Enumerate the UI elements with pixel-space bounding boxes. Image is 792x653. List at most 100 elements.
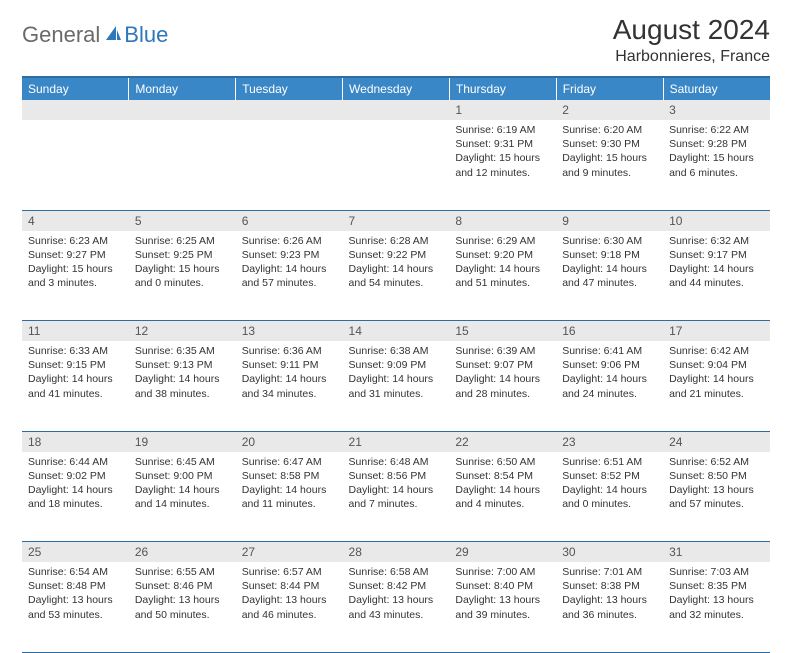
weekday-header: Friday [556,78,663,100]
day-number-row: 18192021222324 [22,431,770,452]
sunset-line: Sunset: 8:42 PM [349,579,444,593]
sunrise-line: Sunrise: 6:55 AM [135,565,230,579]
week-row: Sunrise: 6:54 AMSunset: 8:48 PMDaylight:… [22,562,770,652]
day-content: Sunrise: 6:20 AMSunset: 9:30 PMDaylight:… [556,120,663,186]
sunrise-line: Sunrise: 6:33 AM [28,344,123,358]
day-content: Sunrise: 6:19 AMSunset: 9:31 PMDaylight:… [449,120,556,186]
sunrise-line: Sunrise: 6:30 AM [562,234,657,248]
day-cell: Sunrise: 6:29 AMSunset: 9:20 PMDaylight:… [449,231,556,321]
day-cell: Sunrise: 6:44 AMSunset: 9:02 PMDaylight:… [22,452,129,542]
day-number-cell: 22 [449,431,556,452]
weekday-header: Wednesday [343,78,450,100]
day-cell: Sunrise: 6:50 AMSunset: 8:54 PMDaylight:… [449,452,556,542]
calendar-body: 123Sunrise: 6:19 AMSunset: 9:31 PMDaylig… [22,100,770,652]
day-content: Sunrise: 6:48 AMSunset: 8:56 PMDaylight:… [343,452,450,518]
weekday-header-row: SundayMondayTuesdayWednesdayThursdayFrid… [22,78,770,100]
daylight-line: Daylight: 14 hours and 54 minutes. [349,262,444,290]
daylight-line: Daylight: 14 hours and 18 minutes. [28,483,123,511]
daylight-line: Daylight: 14 hours and 24 minutes. [562,372,657,400]
sunset-line: Sunset: 9:30 PM [562,137,657,151]
day-content: Sunrise: 6:25 AMSunset: 9:25 PMDaylight:… [129,231,236,297]
sunset-line: Sunset: 8:38 PM [562,579,657,593]
day-number-cell: 12 [129,321,236,342]
day-number-row: 45678910 [22,210,770,231]
day-content: Sunrise: 6:55 AMSunset: 8:46 PMDaylight:… [129,562,236,628]
day-number-cell: 13 [236,321,343,342]
daylight-line: Daylight: 14 hours and 7 minutes. [349,483,444,511]
day-content: Sunrise: 6:26 AMSunset: 9:23 PMDaylight:… [236,231,343,297]
location-label: Harbonnieres, France [613,48,770,66]
sunset-line: Sunset: 8:52 PM [562,469,657,483]
sunset-line: Sunset: 8:58 PM [242,469,337,483]
daylight-line: Daylight: 13 hours and 53 minutes. [28,593,123,621]
day-cell: Sunrise: 6:54 AMSunset: 8:48 PMDaylight:… [22,562,129,652]
sunset-line: Sunset: 9:20 PM [455,248,550,262]
sunrise-line: Sunrise: 6:26 AM [242,234,337,248]
sunset-line: Sunset: 8:44 PM [242,579,337,593]
sunrise-line: Sunrise: 7:00 AM [455,565,550,579]
day-cell: Sunrise: 6:26 AMSunset: 9:23 PMDaylight:… [236,231,343,321]
daylight-line: Daylight: 15 hours and 3 minutes. [28,262,123,290]
day-content: Sunrise: 6:38 AMSunset: 9:09 PMDaylight:… [343,341,450,407]
day-content: Sunrise: 6:30 AMSunset: 9:18 PMDaylight:… [556,231,663,297]
daylight-line: Daylight: 15 hours and 0 minutes. [135,262,230,290]
sunset-line: Sunset: 9:28 PM [669,137,764,151]
sunrise-line: Sunrise: 6:22 AM [669,123,764,137]
day-content: Sunrise: 6:58 AMSunset: 8:42 PMDaylight:… [343,562,450,628]
day-number-cell: 9 [556,210,663,231]
day-cell [129,120,236,210]
daylight-line: Daylight: 14 hours and 11 minutes. [242,483,337,511]
daylight-line: Daylight: 13 hours and 43 minutes. [349,593,444,621]
sunrise-line: Sunrise: 6:52 AM [669,455,764,469]
day-number-cell: 21 [343,431,450,452]
sunset-line: Sunset: 9:02 PM [28,469,123,483]
daylight-line: Daylight: 15 hours and 6 minutes. [669,151,764,179]
week-row: Sunrise: 6:19 AMSunset: 9:31 PMDaylight:… [22,120,770,210]
day-number-cell: 24 [663,431,770,452]
day-number-cell: 6 [236,210,343,231]
sunset-line: Sunset: 9:23 PM [242,248,337,262]
sunrise-line: Sunrise: 6:39 AM [455,344,550,358]
sunrise-line: Sunrise: 6:48 AM [349,455,444,469]
daylight-line: Daylight: 13 hours and 36 minutes. [562,593,657,621]
day-content: Sunrise: 6:44 AMSunset: 9:02 PMDaylight:… [22,452,129,518]
sunrise-line: Sunrise: 6:36 AM [242,344,337,358]
daylight-line: Daylight: 13 hours and 46 minutes. [242,593,337,621]
day-number-cell: 11 [22,321,129,342]
sunset-line: Sunset: 9:18 PM [562,248,657,262]
day-content: Sunrise: 6:41 AMSunset: 9:06 PMDaylight:… [556,341,663,407]
sunrise-line: Sunrise: 7:01 AM [562,565,657,579]
daylight-line: Daylight: 14 hours and 38 minutes. [135,372,230,400]
day-number-row: 25262728293031 [22,542,770,563]
day-cell: Sunrise: 6:28 AMSunset: 9:22 PMDaylight:… [343,231,450,321]
sunset-line: Sunset: 8:56 PM [349,469,444,483]
day-number-cell: 25 [22,542,129,563]
day-content: Sunrise: 6:22 AMSunset: 9:28 PMDaylight:… [663,120,770,186]
day-number-cell: 26 [129,542,236,563]
sunset-line: Sunset: 9:15 PM [28,358,123,372]
day-content: Sunrise: 6:52 AMSunset: 8:50 PMDaylight:… [663,452,770,518]
sunrise-line: Sunrise: 6:20 AM [562,123,657,137]
day-number-cell [129,100,236,120]
day-number-cell: 29 [449,542,556,563]
day-content: Sunrise: 6:57 AMSunset: 8:44 PMDaylight:… [236,562,343,628]
sunset-line: Sunset: 8:48 PM [28,579,123,593]
day-cell: Sunrise: 6:32 AMSunset: 9:17 PMDaylight:… [663,231,770,321]
day-cell [343,120,450,210]
sunrise-line: Sunrise: 6:58 AM [349,565,444,579]
sunrise-line: Sunrise: 6:28 AM [349,234,444,248]
day-number-cell [236,100,343,120]
day-cell: Sunrise: 6:42 AMSunset: 9:04 PMDaylight:… [663,341,770,431]
daylight-line: Daylight: 14 hours and 21 minutes. [669,372,764,400]
day-number-cell: 8 [449,210,556,231]
sunset-line: Sunset: 9:09 PM [349,358,444,372]
sunrise-line: Sunrise: 6:38 AM [349,344,444,358]
logo-text-general: General [22,22,100,48]
logo: General Blue [22,14,168,48]
week-row: Sunrise: 6:33 AMSunset: 9:15 PM Daylight:… [22,341,770,431]
sunrise-line: Sunrise: 6:35 AM [135,344,230,358]
day-cell: Sunrise: 6:20 AMSunset: 9:30 PMDaylight:… [556,120,663,210]
sunrise-line: Sunrise: 6:51 AM [562,455,657,469]
sunrise-line: Sunrise: 6:50 AM [455,455,550,469]
day-content: Sunrise: 6:23 AMSunset: 9:27 PMDaylight:… [22,231,129,297]
